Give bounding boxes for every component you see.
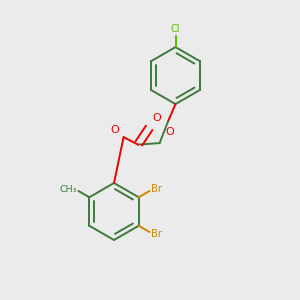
Text: Cl: Cl bbox=[171, 25, 180, 34]
Text: O: O bbox=[152, 113, 161, 123]
Text: Br: Br bbox=[151, 184, 162, 194]
Text: O: O bbox=[165, 127, 174, 137]
Text: Br: Br bbox=[151, 229, 162, 238]
Text: O: O bbox=[110, 125, 119, 135]
Text: CH₃: CH₃ bbox=[59, 185, 77, 194]
